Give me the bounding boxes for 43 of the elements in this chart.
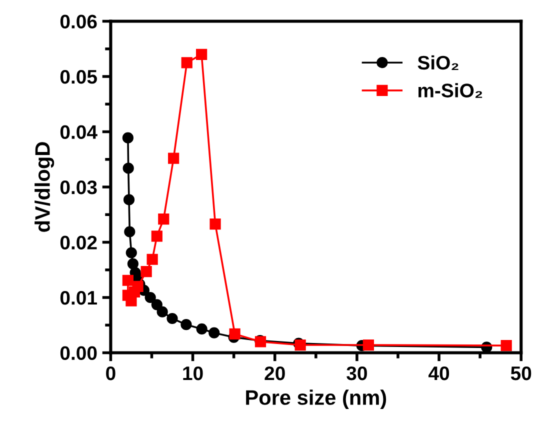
point: [127, 258, 138, 270]
x-tick-label: 50: [510, 366, 532, 380]
y-tick-label: 0.05: [60, 70, 97, 84]
point: [144, 292, 156, 304]
point: [126, 247, 137, 258]
legend-label: m-SiO₂: [418, 83, 482, 98]
y-tick-label: 0.01: [60, 290, 97, 305]
x-axis-title: Pore size (nm): [246, 390, 386, 410]
point: [168, 152, 180, 164]
point: [196, 48, 208, 60]
x-tick-label: 0: [106, 366, 116, 380]
point: [362, 339, 374, 351]
point: [140, 266, 152, 278]
point: [208, 327, 220, 338]
point: [132, 280, 144, 292]
point: [500, 340, 512, 352]
point: [146, 254, 158, 265]
point: [229, 328, 240, 340]
y-tick-label: 0.06: [60, 14, 97, 28]
y-axis-title: dV/dlogD: [34, 142, 54, 232]
point: [166, 312, 178, 324]
legend-label: SiO₂: [418, 55, 458, 70]
point: [151, 299, 162, 310]
point: [123, 194, 135, 206]
point: [122, 132, 134, 144]
x-tick-label: 40: [428, 366, 450, 380]
x-tick-label: 10: [183, 366, 203, 380]
point: [181, 57, 192, 68]
point: [122, 274, 134, 286]
point: [180, 319, 192, 330]
point: [124, 226, 136, 238]
point: [151, 230, 162, 242]
point: [158, 213, 170, 225]
y-tick-label: 0.03: [60, 180, 97, 194]
point: [210, 218, 221, 230]
point: [196, 323, 208, 335]
point: [156, 306, 168, 318]
y-tick-label: 0.04: [60, 125, 98, 139]
y-tick-label: 0.02: [60, 236, 97, 250]
x-tick-label: 20: [264, 366, 285, 380]
x-tick-label: 30: [346, 366, 367, 380]
point: [122, 162, 134, 174]
y-tick-label: 0.00: [60, 346, 97, 360]
